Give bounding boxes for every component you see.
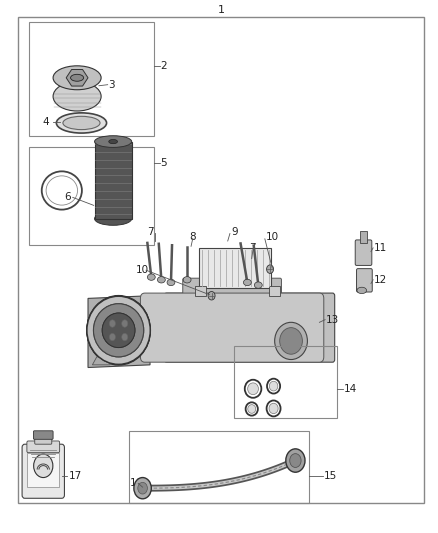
Bar: [95, 142, 132, 219]
Ellipse shape: [357, 287, 367, 294]
Ellipse shape: [93, 304, 144, 357]
Bar: [360, 231, 367, 243]
Ellipse shape: [183, 277, 191, 283]
Ellipse shape: [244, 279, 251, 286]
Ellipse shape: [95, 136, 132, 148]
Text: 2: 2: [160, 61, 167, 70]
Ellipse shape: [87, 296, 150, 365]
Ellipse shape: [248, 405, 256, 413]
Ellipse shape: [102, 313, 135, 348]
Text: 9: 9: [231, 227, 238, 237]
Bar: [234, 346, 337, 418]
Ellipse shape: [93, 304, 144, 357]
Bar: [27, 454, 59, 487]
FancyBboxPatch shape: [357, 269, 372, 292]
Bar: [29, 147, 153, 245]
FancyBboxPatch shape: [183, 278, 282, 303]
Ellipse shape: [280, 328, 302, 354]
Bar: [29, 22, 153, 136]
Bar: [199, 248, 272, 288]
Text: 13: 13: [326, 314, 339, 325]
Text: 7: 7: [249, 243, 255, 253]
Text: 14: 14: [343, 384, 357, 394]
Ellipse shape: [208, 292, 215, 300]
Ellipse shape: [95, 212, 132, 225]
Ellipse shape: [269, 381, 278, 391]
Polygon shape: [92, 357, 114, 365]
FancyBboxPatch shape: [27, 441, 60, 453]
Text: 12: 12: [374, 275, 387, 285]
Polygon shape: [66, 69, 88, 86]
Ellipse shape: [269, 403, 278, 414]
Circle shape: [122, 333, 128, 341]
Text: 17: 17: [68, 472, 81, 481]
Circle shape: [290, 454, 301, 467]
Ellipse shape: [53, 66, 101, 90]
Circle shape: [134, 478, 151, 499]
Circle shape: [110, 333, 116, 341]
Text: 10: 10: [136, 265, 149, 275]
Circle shape: [110, 320, 116, 327]
FancyBboxPatch shape: [35, 434, 52, 444]
Text: 5: 5: [160, 158, 167, 168]
Bar: [269, 286, 280, 296]
Ellipse shape: [87, 296, 150, 365]
Circle shape: [286, 449, 305, 472]
Ellipse shape: [87, 296, 150, 365]
Text: 8: 8: [189, 232, 196, 243]
Text: 1: 1: [218, 5, 225, 15]
Bar: [195, 286, 206, 296]
Ellipse shape: [63, 116, 100, 130]
Bar: [130, 431, 308, 503]
Ellipse shape: [247, 383, 258, 394]
FancyBboxPatch shape: [141, 293, 324, 362]
Polygon shape: [88, 296, 150, 368]
FancyBboxPatch shape: [22, 444, 64, 498]
FancyBboxPatch shape: [164, 293, 335, 362]
Text: 3: 3: [108, 80, 114, 90]
Text: 16: 16: [130, 478, 143, 488]
FancyBboxPatch shape: [355, 240, 372, 265]
Text: 7: 7: [147, 227, 154, 237]
Ellipse shape: [267, 265, 274, 273]
Ellipse shape: [275, 322, 307, 360]
Ellipse shape: [57, 113, 106, 133]
Ellipse shape: [148, 274, 155, 280]
Ellipse shape: [53, 82, 101, 111]
Ellipse shape: [102, 313, 135, 348]
Text: 11: 11: [374, 243, 387, 253]
Ellipse shape: [157, 277, 165, 283]
Ellipse shape: [254, 282, 262, 288]
FancyBboxPatch shape: [33, 431, 53, 439]
Ellipse shape: [71, 74, 84, 81]
Circle shape: [122, 320, 128, 327]
Text: 4: 4: [42, 117, 49, 127]
Text: 6: 6: [64, 192, 71, 203]
Circle shape: [138, 482, 148, 494]
Text: 15: 15: [324, 472, 337, 481]
Ellipse shape: [109, 140, 117, 144]
Circle shape: [34, 454, 53, 478]
Text: 10: 10: [266, 232, 279, 243]
Ellipse shape: [167, 279, 175, 286]
